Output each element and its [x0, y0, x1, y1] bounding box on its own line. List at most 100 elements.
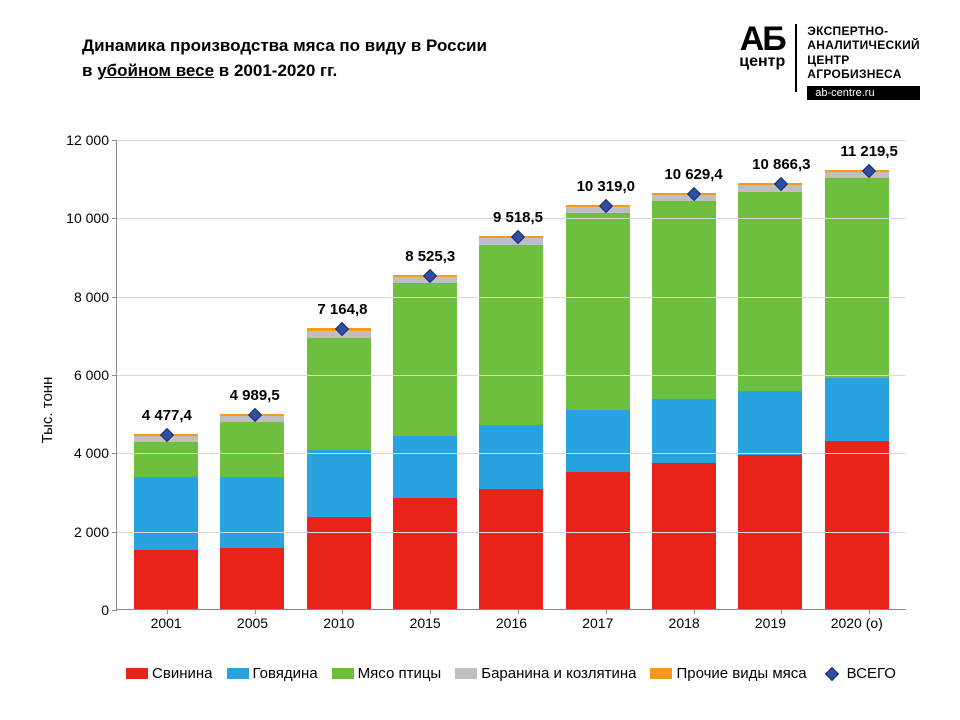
bar-segment [738, 391, 802, 455]
bar-segment [825, 441, 889, 609]
bar-segment [479, 238, 543, 245]
y-tick [112, 297, 117, 298]
y-tick [112, 453, 117, 454]
y-tick [112, 532, 117, 533]
bar-segment [479, 489, 543, 609]
y-tick [112, 610, 117, 611]
legend-item: ВСЕГО [821, 665, 896, 682]
chart-title: Динамика производства мяса по виду в Рос… [82, 34, 562, 83]
bar-segment [220, 548, 284, 609]
bar-segment [652, 195, 716, 202]
y-tick [112, 140, 117, 141]
y-tick [112, 375, 117, 376]
bar-segment [479, 245, 543, 426]
y-tick-label: 10 000 [66, 210, 109, 226]
bar-group [652, 193, 716, 609]
bar-group [825, 170, 889, 609]
total-label: 4 477,4 [142, 407, 192, 424]
logo-text-block: ЭКСПЕРТНО- АНАЛИТИЧЕСКИЙ ЦЕНТР АГРОБИЗНЕ… [807, 24, 920, 100]
bar-segment [134, 477, 198, 551]
bar-stack [566, 205, 630, 609]
legend-label: Баранина и козлятина [481, 665, 636, 682]
bar-segment [566, 207, 630, 214]
y-tick-label: 0 [101, 602, 109, 618]
bar-stack [307, 328, 371, 609]
gridline [117, 140, 906, 141]
legend-swatch [227, 668, 249, 679]
bar-segment [738, 185, 802, 192]
logo: АБ центр ЭКСПЕРТНО- АНАЛИТИЧЕСКИЙ ЦЕНТР … [739, 24, 920, 100]
legend-swatch [332, 668, 354, 679]
x-tick-label: 2015 [393, 615, 457, 631]
chart: Тыс. тонн 200120052010201520162017201820… [60, 140, 920, 680]
x-tick [781, 609, 782, 614]
bar-group [479, 236, 543, 609]
bar-segment [479, 425, 543, 488]
legend-marker-icon [825, 666, 839, 680]
total-label: 10 319,0 [577, 178, 635, 195]
bar-stack [652, 193, 716, 609]
x-tick-label: 2020 (о) [825, 615, 889, 631]
legend-label: Свинина [152, 665, 212, 682]
x-tick-label: 2018 [652, 615, 716, 631]
gridline [117, 297, 906, 298]
y-axis-label: Тыс. тонн [39, 377, 56, 444]
legend-item: Прочие виды мяса [650, 665, 806, 682]
x-tick-label: 2016 [479, 615, 543, 631]
logo-url: ab-centre.ru [807, 86, 920, 100]
x-tick-label: 2001 [134, 615, 198, 631]
bar-stack [825, 170, 889, 609]
x-tick-label: 2010 [307, 615, 371, 631]
legend-label: Прочие виды мяса [676, 665, 806, 682]
bar-segment [652, 463, 716, 609]
bar-stack [479, 236, 543, 609]
bar-segment [393, 283, 457, 436]
title-line-2: в убойном весе в 2001-2020 гг. [82, 59, 562, 84]
y-tick-label: 4 000 [74, 445, 109, 461]
bar-segment [738, 192, 802, 391]
bar-segment [566, 410, 630, 471]
bar-group [566, 205, 630, 609]
bar-segment [825, 172, 889, 179]
x-tick-label: 2019 [738, 615, 802, 631]
x-tick [869, 609, 870, 614]
total-label: 10 629,4 [664, 166, 722, 183]
title-line-1: Динамика производства мяса по виду в Рос… [82, 34, 562, 59]
gridline [117, 453, 906, 454]
y-tick-label: 6 000 [74, 367, 109, 383]
x-tick [342, 609, 343, 614]
legend-label: Мясо птицы [358, 665, 442, 682]
x-tick-label: 2017 [566, 615, 630, 631]
x-tick [430, 609, 431, 614]
bar-stack [738, 183, 802, 609]
bar-group [738, 183, 802, 609]
logo-text: ЭКСПЕРТНО- АНАЛИТИЧЕСКИЙ ЦЕНТР АГРОБИЗНЕ… [807, 24, 920, 82]
bar-segment [652, 201, 716, 399]
y-tick-label: 8 000 [74, 289, 109, 305]
gridline [117, 375, 906, 376]
legend-item: Свинина [126, 665, 212, 682]
total-label: 8 525,3 [405, 248, 455, 265]
x-axis-labels: 200120052010201520162017201820192020 (о) [117, 609, 906, 631]
bar-segment [566, 213, 630, 410]
y-tick-label: 12 000 [66, 132, 109, 148]
logo-divider [795, 24, 797, 92]
legend-label: ВСЕГО [847, 665, 896, 682]
legend-swatch [455, 668, 477, 679]
bar-segment [220, 477, 284, 548]
legend-swatch [126, 668, 148, 679]
gridline [117, 532, 906, 533]
legend-item: Баранина и козлятина [455, 665, 636, 682]
logo-mark: АБ центр [739, 24, 785, 71]
bar-group [307, 328, 371, 609]
legend-swatch [650, 668, 672, 679]
bar-group [134, 434, 198, 609]
bar-group [393, 275, 457, 609]
bar-segment [566, 472, 630, 609]
total-label: 7 164,8 [317, 301, 367, 318]
x-tick [606, 609, 607, 614]
bar-stack [393, 275, 457, 609]
y-tick [112, 218, 117, 219]
bar-segment [393, 498, 457, 609]
total-label: 9 518,5 [493, 209, 543, 226]
